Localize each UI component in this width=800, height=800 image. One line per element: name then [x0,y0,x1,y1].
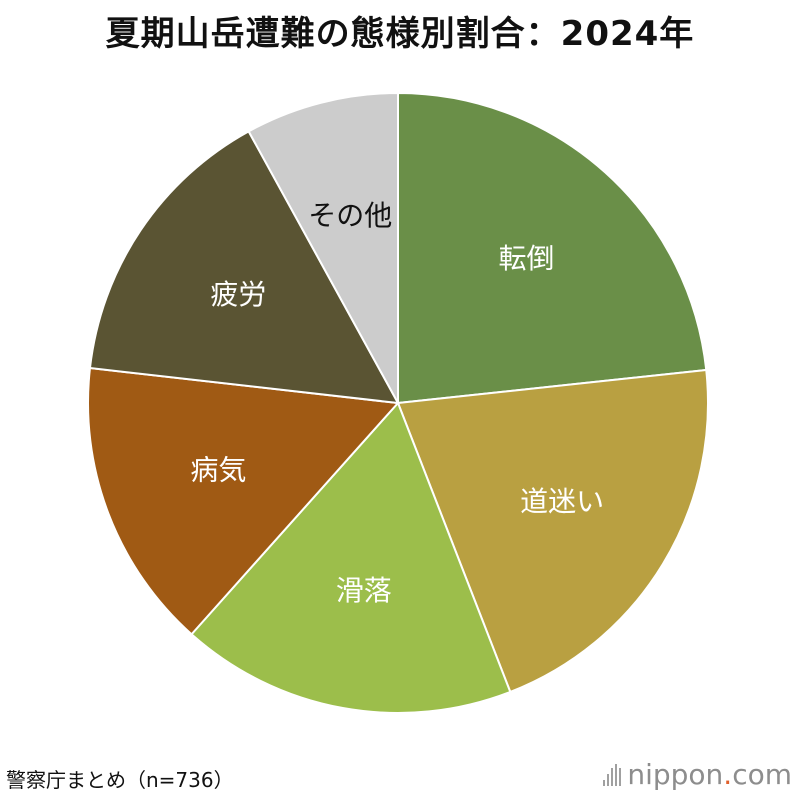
pie-slice-6 [247,91,399,404]
pie-label-6: その他 [308,199,392,232]
pie-label-2: 道迷い [520,485,604,518]
pie-slice-1 [397,91,708,405]
brand-dot: . [723,758,733,791]
pie-slice-2 [396,368,709,694]
pie-slice-3 [190,401,512,714]
bar-mark-icon [603,763,622,786]
pie-label-5: 疲労 [210,278,266,311]
chart-title: 夏期山岳遭難の態様別割合：2024年 [105,14,695,54]
pie-slice-4 [87,366,401,636]
source-note: 警察庁まとめ（n=736） [6,768,234,792]
pie-slice-5 [88,129,400,405]
pie-label-3: 滑落 [336,574,392,607]
brand-name: nippon [627,758,724,791]
pie-label-4: 病気 [190,454,246,487]
pie-label-1: 転倒 [498,242,554,275]
brand-logo: nippon. com [603,758,792,791]
brand-suffix: com [732,758,792,791]
